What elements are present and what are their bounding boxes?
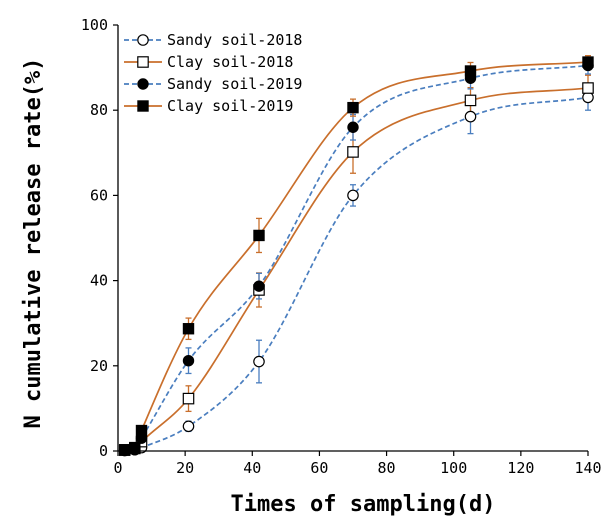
x-tick-label: 140 xyxy=(574,459,601,477)
legend-marker-sandy-soil-2018 xyxy=(137,34,149,46)
x-tick-label: 120 xyxy=(507,459,534,477)
legend-marker-sandy-soil-2019 xyxy=(137,78,149,90)
data-point-clay-soil-2019 xyxy=(347,101,359,114)
data-point-sandy-soil-2019 xyxy=(253,280,265,292)
data-point-clay-soil-2019 xyxy=(464,65,477,77)
data-point-clay-soil-2018 xyxy=(464,94,477,107)
data-point-clay-soil-2019 xyxy=(182,323,195,335)
x-axis-title: Times of sampling(d) xyxy=(231,492,496,517)
data-point-clay-soil-2019 xyxy=(129,441,141,454)
x-tick-label: 80 xyxy=(378,459,396,477)
x-tick-label: 0 xyxy=(113,459,122,477)
x-tick-label: 40 xyxy=(243,459,261,477)
data-point-sandy-soil-2018 xyxy=(347,189,359,202)
data-point-clay-soil-2019 xyxy=(135,424,148,437)
data-point-sandy-soil-2019 xyxy=(347,121,359,133)
x-tick-label: 100 xyxy=(440,459,467,477)
data-point-clay-soil-2019 xyxy=(119,444,131,456)
legend-marker-clay-soil-2019 xyxy=(137,100,149,112)
ticks-layer: 0 20 40 60 80 100 120 140 0 20 40 60 80 100 xyxy=(81,16,602,477)
y-tick-label: 60 xyxy=(90,186,108,204)
markers-layer xyxy=(118,56,594,457)
y-tick-label: 40 xyxy=(90,272,108,290)
legend: Sandy soil-2018 Clay soil-2018 Sandy soil-… xyxy=(124,31,302,115)
data-point-sandy-soil-2018 xyxy=(253,355,265,368)
y-tick-label: 80 xyxy=(90,101,108,119)
axes-layer xyxy=(117,25,588,452)
x-tick-label: 60 xyxy=(310,459,328,477)
data-point-sandy-soil-2018 xyxy=(464,110,477,123)
legend-marker-clay-soil-2018 xyxy=(137,56,149,68)
legend-label-clay-soil-2018: Clay soil-2018 xyxy=(167,53,293,71)
series-lines-layer xyxy=(124,61,589,452)
data-point-sandy-soil-2019 xyxy=(182,354,195,367)
legend-label-sandy-soil-2019: Sandy soil-2019 xyxy=(167,75,302,93)
data-point-sandy-soil-2018 xyxy=(182,420,195,433)
legend-label-clay-soil-2019: Clay soil-2019 xyxy=(167,97,293,115)
data-point-clay-soil-2018 xyxy=(182,392,195,405)
data-point-clay-soil-2019 xyxy=(582,56,594,68)
y-tick-label: 20 xyxy=(90,357,108,375)
data-point-clay-soil-2019 xyxy=(253,229,265,242)
error-bars-layer xyxy=(121,55,591,453)
x-tick-label: 20 xyxy=(176,459,194,477)
y-tick-label: 0 xyxy=(99,442,108,460)
legend-label-sandy-soil-2018: Sandy soil-2018 xyxy=(167,31,302,49)
y-tick-label: 100 xyxy=(81,16,108,34)
data-point-clay-soil-2018 xyxy=(347,146,359,158)
y-axis-title: N cumulative release rate(%) xyxy=(21,58,46,429)
data-point-clay-soil-2018 xyxy=(582,82,594,94)
